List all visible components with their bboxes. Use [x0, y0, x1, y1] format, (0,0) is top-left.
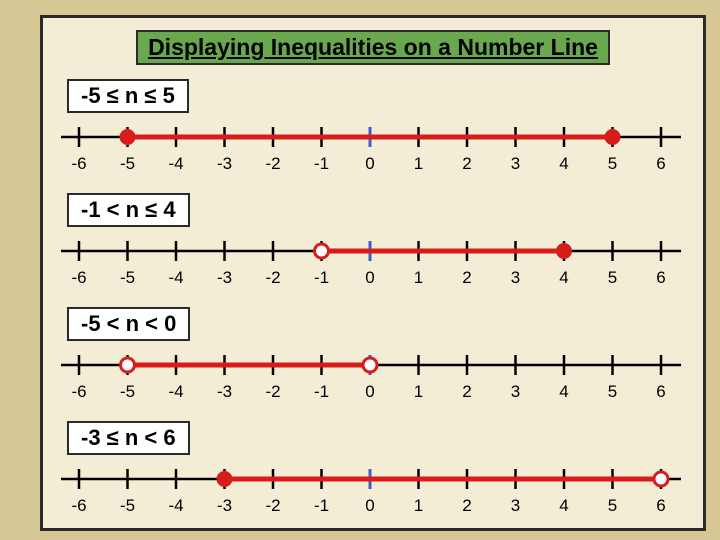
tick-label: 1 — [414, 268, 423, 287]
tick-label: -1 — [314, 382, 329, 401]
endpoint-right-closed — [557, 244, 571, 258]
endpoint-left-closed — [218, 472, 232, 486]
tick-label: -4 — [168, 382, 183, 401]
numberline-svg: -6 -5 -4 -3 -2 -1 0 1 2 3 4 5 6 — [61, 457, 681, 527]
numberline-svg: -6 -5 -4 -3 -2 -1 0 1 2 3 4 5 6 — [61, 343, 681, 413]
tick-label: 4 — [559, 382, 568, 401]
tick-label: 2 — [462, 268, 471, 287]
tick-label: -2 — [265, 496, 280, 515]
tick-label: 0 — [365, 382, 374, 401]
tick-label: -1 — [314, 268, 329, 287]
tick-label: -2 — [265, 268, 280, 287]
tick-label: 0 — [365, 268, 374, 287]
tick-label: -5 — [120, 496, 135, 515]
slide-title: Displaying Inequalities on a Number Line — [136, 30, 610, 65]
tick-label: 4 — [559, 268, 568, 287]
tick-label: 5 — [608, 268, 617, 287]
tick-label: -6 — [71, 496, 86, 515]
tick-label: -6 — [71, 268, 86, 287]
tick-label: -4 — [168, 496, 183, 515]
endpoint-left-closed — [121, 130, 135, 144]
tick-label: 3 — [511, 268, 520, 287]
endpoint-right-open — [654, 472, 668, 486]
tick-label: -3 — [217, 382, 232, 401]
tick-label: 6 — [656, 154, 665, 173]
endpoint-left-open — [315, 244, 329, 258]
tick-label: 1 — [414, 496, 423, 515]
endpoint-right-closed — [606, 130, 620, 144]
tick-label: 5 — [608, 496, 617, 515]
tick-label: 3 — [511, 382, 520, 401]
tick-label: -5 — [120, 382, 135, 401]
tick-label: -3 — [217, 268, 232, 287]
tick-label: 0 — [365, 154, 374, 173]
inequality-expression: -3 ≤ n < 6 — [67, 421, 190, 455]
tick-label: -3 — [217, 154, 232, 173]
tick-label: 1 — [414, 154, 423, 173]
tick-label: 3 — [511, 154, 520, 173]
endpoint-right-open — [363, 358, 377, 372]
tick-label: 5 — [608, 154, 617, 173]
inequality-expression: -1 < n ≤ 4 — [67, 193, 190, 227]
inequality-expression: -5 ≤ n ≤ 5 — [67, 79, 189, 113]
tick-label: 5 — [608, 382, 617, 401]
endpoint-left-open — [121, 358, 135, 372]
numberline: -6 -5 -4 -3 -2 -1 0 1 2 3 4 5 6 — [61, 343, 681, 413]
tick-label: -2 — [265, 154, 280, 173]
numberline-svg: -6 -5 -4 -3 -2 -1 0 1 2 3 4 5 6 — [61, 229, 681, 299]
tick-label: 1 — [414, 382, 423, 401]
tick-label: -6 — [71, 154, 86, 173]
tick-label: 6 — [656, 496, 665, 515]
tick-label: -5 — [120, 268, 135, 287]
tick-label: 2 — [462, 496, 471, 515]
inequality-expression: -5 < n < 0 — [67, 307, 190, 341]
tick-label: -1 — [314, 154, 329, 173]
tick-label: -4 — [168, 268, 183, 287]
tick-label: 4 — [559, 496, 568, 515]
tick-label: -5 — [120, 154, 135, 173]
tick-label: -4 — [168, 154, 183, 173]
tick-label: -6 — [71, 382, 86, 401]
tick-label: 2 — [462, 154, 471, 173]
tick-label: 6 — [656, 268, 665, 287]
tick-label: -2 — [265, 382, 280, 401]
tick-label: -3 — [217, 496, 232, 515]
slide-frame: Displaying Inequalities on a Number Line… — [40, 15, 706, 531]
numberline: -6 -5 -4 -3 -2 -1 0 1 2 3 4 5 6 — [61, 457, 681, 527]
numberlines-container: -5 ≤ n ≤ 5-6-5-4-3-2-10123456-1 < n ≤ 4-… — [43, 71, 703, 527]
numberline: -6 -5 -4 -3 -2 -1 0 1 2 3 4 5 6 — [61, 229, 681, 299]
tick-label: 3 — [511, 496, 520, 515]
tick-label: -1 — [314, 496, 329, 515]
tick-label: 4 — [559, 154, 568, 173]
numberline-svg: -6 -5 -4 -3 -2 -1 0 1 2 3 4 5 6 — [61, 115, 681, 185]
tick-label: 6 — [656, 382, 665, 401]
numberline: -6 -5 -4 -3 -2 -1 0 1 2 3 4 5 6 — [61, 115, 681, 185]
tick-label: 2 — [462, 382, 471, 401]
tick-label: 0 — [365, 496, 374, 515]
